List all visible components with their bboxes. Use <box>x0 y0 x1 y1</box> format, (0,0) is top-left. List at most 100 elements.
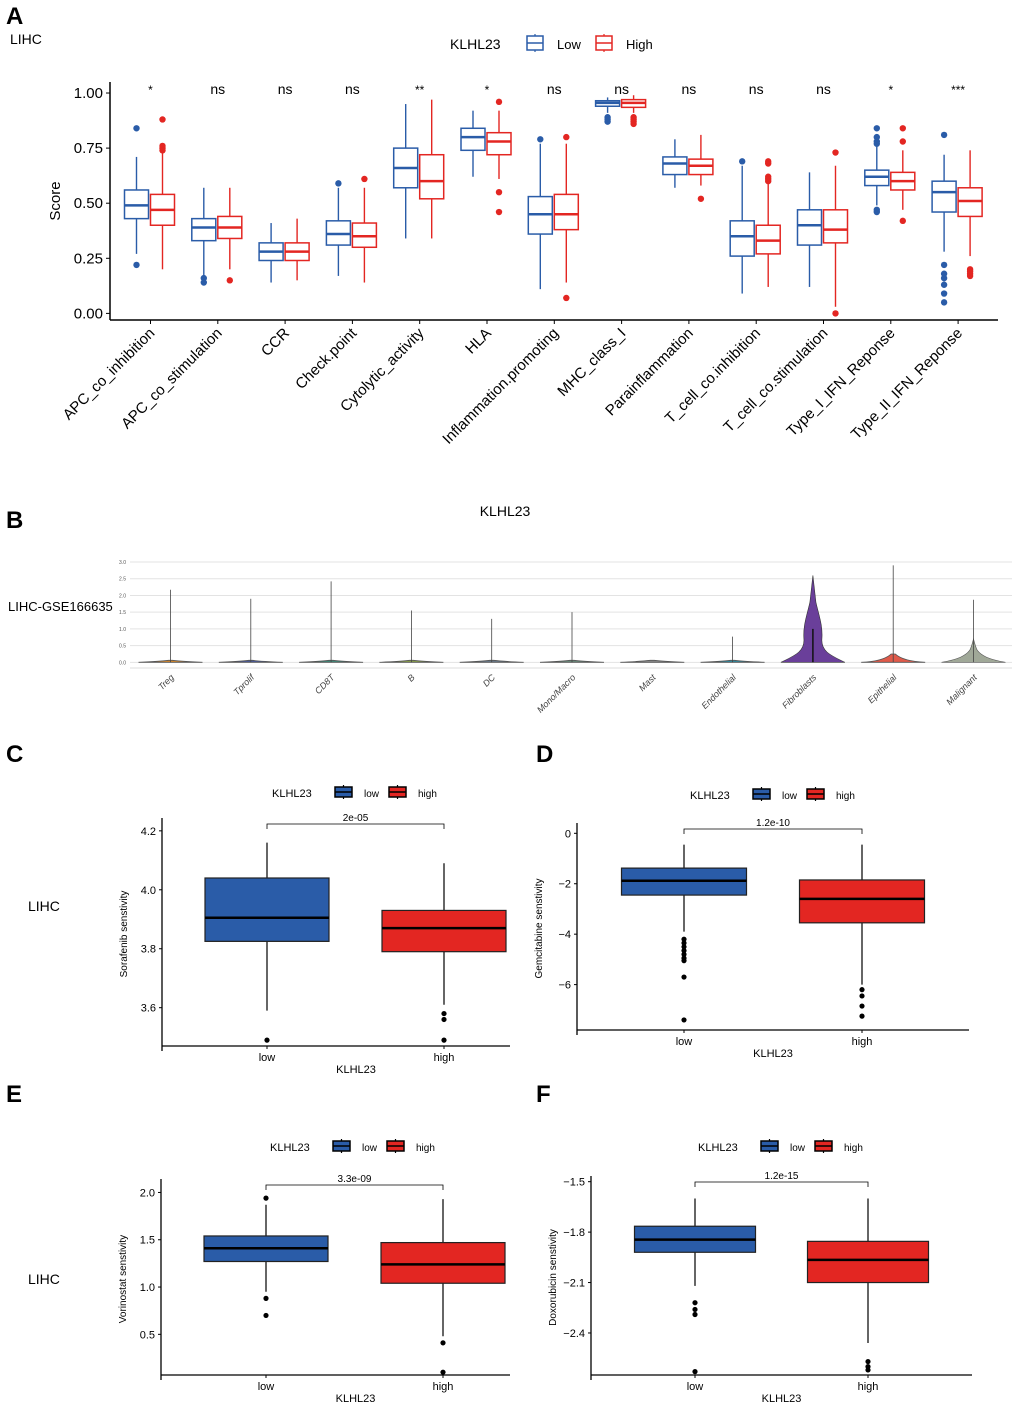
outlier-point <box>159 147 166 154</box>
x-tick-label: Fibroblasts <box>780 672 819 711</box>
x-tick-label: low <box>258 1381 275 1393</box>
x-tick-label: high <box>434 1052 455 1064</box>
significance-label: ns <box>210 81 225 97</box>
y-tick-label: −6 <box>558 980 571 992</box>
violin-body <box>780 575 846 663</box>
box-low <box>594 97 621 125</box>
x-axis-label: KLHL23 <box>336 1064 376 1076</box>
box-low <box>392 104 419 239</box>
outlier-point <box>263 1312 269 1319</box>
y-tick-label: 0 <box>565 828 571 840</box>
bracket-line <box>683 828 863 834</box>
outlier-point <box>681 944 687 950</box>
legend-glyph-low <box>334 785 353 799</box>
y-tick-label: 4.2 <box>141 826 156 838</box>
outlier-point <box>361 175 368 183</box>
pvalue-label: 1.2e-15 <box>765 1171 799 1182</box>
row-label: LIHC <box>28 898 60 914</box>
legend-glyph-high <box>388 785 407 799</box>
box-high <box>890 125 916 225</box>
outlier-point <box>765 177 772 185</box>
box-low <box>931 131 957 306</box>
legend-label-low: Low <box>557 37 581 52</box>
outlier-point <box>940 299 948 306</box>
box-iqr <box>553 193 580 231</box>
panel-b: B KLHL23 LIHC-GSE166635 0.0 0.5 1.0 1.5 2.0 2.5 3… <box>6 503 1012 715</box>
legend-label-high: high <box>418 789 437 800</box>
x-tick-label: DC <box>481 672 498 689</box>
outlier-point <box>692 1306 698 1313</box>
y-tick-label: 0.75 <box>74 140 103 157</box>
outlier-point <box>859 1013 865 1019</box>
outlier-point <box>200 279 207 286</box>
x-tick-label: low <box>687 1381 704 1393</box>
panel-f: F KLHL23 low high −2.4 −2.1 −1.8 −1.5 Doxorubici… <box>536 1081 972 1405</box>
legend-glyph-high <box>814 1139 833 1153</box>
y-tick-label: 2.5 <box>119 577 126 583</box>
outlier-point <box>440 1369 446 1375</box>
panel-label: B <box>6 507 23 534</box>
outlier-point <box>263 1295 269 1301</box>
legend-glyph-high <box>386 1139 405 1153</box>
box-high <box>418 99 445 239</box>
x-tick-label: high <box>858 1381 879 1393</box>
box-high <box>351 175 378 283</box>
box-iqr <box>380 1241 506 1284</box>
outlier-point <box>873 125 880 132</box>
box-low <box>123 125 150 269</box>
x-tick-label: Treg <box>156 672 176 692</box>
outlier-point <box>681 951 687 957</box>
box-iqr <box>729 220 755 257</box>
y-tick-label: 0.00 <box>74 305 103 322</box>
box-low <box>662 139 688 188</box>
outlier-point <box>264 1037 270 1043</box>
legend-label-high: high <box>836 791 855 802</box>
y-axis-label: Doxorubicin senstivity <box>548 1229 559 1326</box>
significance-label: ns <box>278 81 293 97</box>
outlier-point <box>630 120 637 128</box>
box-low <box>325 180 352 276</box>
y-tick-label: 1.0 <box>119 627 126 633</box>
bracket-line <box>694 1181 869 1187</box>
box-low <box>258 223 284 283</box>
outlier-point <box>200 274 207 282</box>
y-tick-label: 3.0 <box>119 560 126 566</box>
outlier-point <box>899 138 906 145</box>
legend-label-high: High <box>626 37 653 52</box>
box-iqr <box>662 156 688 176</box>
significance-label: * <box>148 83 153 97</box>
box-high <box>553 133 580 302</box>
box-high <box>620 95 647 128</box>
x-tick-label: high <box>852 1036 873 1048</box>
outlier-point <box>859 987 865 993</box>
pvalue-label: 1.2e-10 <box>756 818 790 829</box>
legend-title: KLHL23 <box>270 1142 310 1154</box>
panel-label: E <box>6 1081 22 1108</box>
violin <box>861 565 926 663</box>
row-label: LIHC <box>28 1271 60 1287</box>
outlier-point <box>335 180 342 187</box>
panel-c: C LIHC KLHL23 low high 3.6 3.8 4.0 4.2 Sorafenib … <box>6 741 510 1076</box>
outlier-point <box>681 974 687 980</box>
legend-label-high: high <box>416 1143 435 1154</box>
box-low <box>864 125 890 216</box>
box-iqr <box>822 209 849 244</box>
outlier-point <box>697 195 705 202</box>
outlier-point <box>692 1300 698 1306</box>
pvalue-label: 3.3e-09 <box>338 1174 372 1185</box>
legend-title: KLHL23 <box>450 36 501 52</box>
x-tick-label: Check.point <box>292 324 361 393</box>
pvalue-bracket: 1.2e-15 <box>694 1171 869 1187</box>
legend-glyph-low <box>760 1139 779 1153</box>
legend: KLHL23 low high <box>270 1139 435 1154</box>
box-iqr <box>486 131 512 156</box>
violin <box>620 659 685 663</box>
violin <box>780 575 846 663</box>
box-iqr <box>191 217 217 242</box>
outlier-point <box>681 958 687 964</box>
legend-label-high: high <box>844 1143 863 1154</box>
box-low <box>460 110 486 177</box>
outlier-point <box>681 1017 687 1023</box>
outlier-point <box>159 116 166 123</box>
box-high <box>381 863 507 1043</box>
